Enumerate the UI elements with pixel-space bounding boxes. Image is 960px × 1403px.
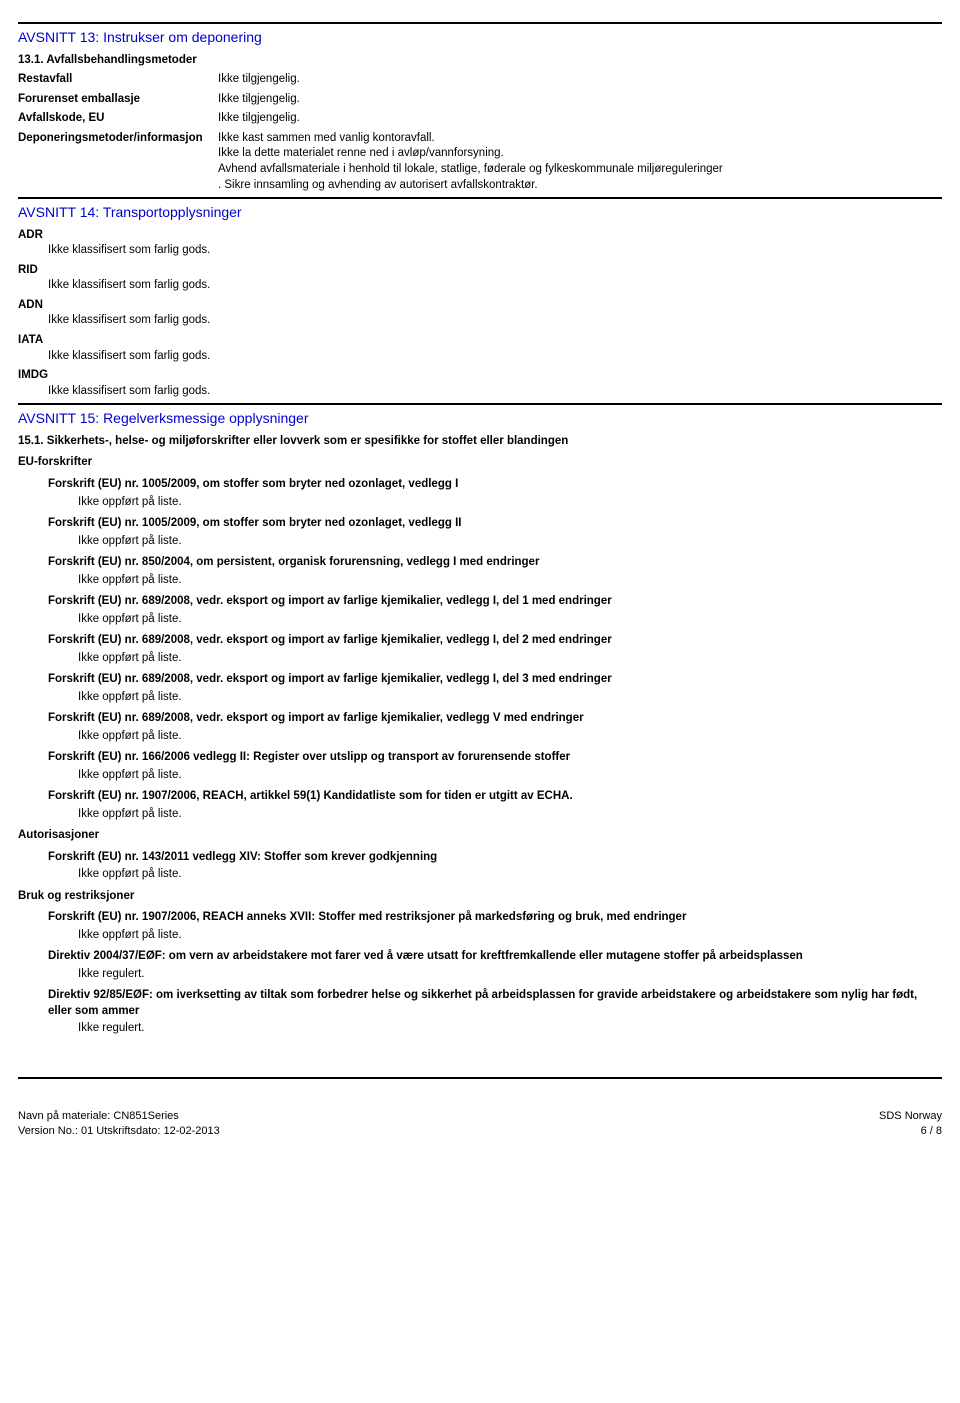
- transport-text: Ikke klassifisert som farlig gods.: [18, 243, 942, 259]
- regulation-item: Forskrift (EU) nr. 689/2008, vedr. ekspo…: [48, 594, 942, 627]
- info-value: Ikke kast sammen med vanlig kontoravfall…: [218, 131, 942, 193]
- section13-title: AVSNITT 13: Instrukser om deponering: [18, 28, 942, 47]
- section-divider: [18, 403, 942, 405]
- section13-rows: RestavfallIkke tilgjengelig.Forurenset e…: [18, 72, 942, 193]
- transport-item: ADRIkke klassifisert som farlig gods.: [18, 228, 942, 259]
- restrict-items: Forskrift (EU) nr. 1907/2006, REACH anne…: [18, 910, 942, 1037]
- regulation-status: Ikke regulert.: [78, 967, 942, 983]
- transport-item: IATAIkke klassifisert som farlig gods.: [18, 333, 942, 364]
- regulation-item: Forskrift (EU) nr. 166/2006 vedlegg II: …: [48, 750, 942, 783]
- footer-divider: [18, 1077, 942, 1079]
- section-divider: [18, 197, 942, 199]
- section14-title: AVSNITT 14: Transportopplysninger: [18, 203, 942, 222]
- regulation-title: Direktiv 92/85/EØF: om iverksetting av t…: [48, 988, 942, 1019]
- section13-sub: 13.1. Avfallsbehandlingsmetoder: [18, 53, 942, 69]
- autorisasjoner-label: Autorisasjoner: [18, 828, 942, 844]
- regulation-item: Forskrift (EU) nr. 1907/2006, REACH anne…: [48, 910, 942, 943]
- info-row: Avfallskode, EUIkke tilgjengelig.: [18, 111, 942, 127]
- regulation-title: Forskrift (EU) nr. 1907/2006, REACH anne…: [48, 910, 942, 926]
- regulation-status: Ikke oppført på liste.: [78, 807, 942, 823]
- regulation-status: Ikke oppført på liste.: [78, 495, 942, 511]
- info-label: Forurenset emballasje: [18, 92, 218, 108]
- transport-code: IATA: [18, 333, 942, 349]
- section-divider: [18, 22, 942, 24]
- eu-forskrifter-label: EU-forskrifter: [18, 455, 942, 471]
- regulation-title: Forskrift (EU) nr. 689/2008, vedr. ekspo…: [48, 594, 942, 610]
- info-label: Deponeringsmetoder/informasjon: [18, 131, 218, 193]
- regulation-title: Forskrift (EU) nr. 1005/2009, om stoffer…: [48, 477, 942, 493]
- transport-text: Ikke klassifisert som farlig gods.: [18, 384, 942, 400]
- regulation-item: Forskrift (EU) nr. 689/2008, vedr. ekspo…: [48, 633, 942, 666]
- regulation-status: Ikke oppført på liste.: [78, 612, 942, 628]
- regulation-status: Ikke regulert.: [78, 1021, 942, 1037]
- footer-material: Navn på materiale: CN851Series: [18, 1109, 220, 1124]
- transport-code: RID: [18, 263, 942, 279]
- section15-sub: 15.1. Sikkerhets-, helse- og miljøforskr…: [18, 434, 942, 450]
- transport-code: IMDG: [18, 368, 942, 384]
- transport-item: IMDGIkke klassifisert som farlig gods.: [18, 368, 942, 399]
- regulation-item: Forskrift (EU) nr. 1005/2009, om stoffer…: [48, 477, 942, 510]
- regulation-item: Direktiv 92/85/EØF: om iverksetting av t…: [48, 988, 942, 1037]
- regulation-status: Ikke oppført på liste.: [78, 867, 942, 883]
- regulation-status: Ikke oppført på liste.: [78, 928, 942, 944]
- regulation-title: Forskrift (EU) nr. 1907/2006, REACH, art…: [48, 789, 942, 805]
- regulation-item: Forskrift (EU) nr. 850/2004, om persiste…: [48, 555, 942, 588]
- transport-item: ADNIkke klassifisert som farlig gods.: [18, 298, 942, 329]
- regulation-title: Direktiv 2004/37/EØF: om vern av arbeids…: [48, 949, 942, 965]
- transport-text: Ikke klassifisert som farlig gods.: [18, 278, 942, 294]
- info-row: Deponeringsmetoder/informasjonIkke kast …: [18, 131, 942, 193]
- regulation-title: Forskrift (EU) nr. 850/2004, om persiste…: [48, 555, 942, 571]
- regulation-item: Forskrift (EU) nr. 1907/2006, REACH, art…: [48, 789, 942, 822]
- footer-right1: SDS Norway: [879, 1109, 942, 1124]
- regulation-status: Ikke oppført på liste.: [78, 651, 942, 667]
- footer-version: Version No.: 01 Utskriftsdato: 12-02-201…: [18, 1124, 220, 1139]
- regulation-item: Forskrift (EU) nr. 689/2008, vedr. ekspo…: [48, 711, 942, 744]
- section15-title: AVSNITT 15: Regelverksmessige opplysning…: [18, 409, 942, 428]
- regulation-title: Forskrift (EU) nr. 1005/2009, om stoffer…: [48, 516, 942, 532]
- regulation-title: Forskrift (EU) nr. 689/2008, vedr. ekspo…: [48, 633, 942, 649]
- regulation-item: Forskrift (EU) nr. 689/2008, vedr. ekspo…: [48, 672, 942, 705]
- regulation-item: Forskrift (EU) nr. 1005/2009, om stoffer…: [48, 516, 942, 549]
- transport-code: ADR: [18, 228, 942, 244]
- section14-items: ADRIkke klassifisert som farlig gods.RID…: [18, 228, 942, 399]
- regulation-status: Ikke oppført på liste.: [78, 690, 942, 706]
- regulation-title: Forskrift (EU) nr. 166/2006 vedlegg II: …: [48, 750, 942, 766]
- info-label: Avfallskode, EU: [18, 111, 218, 127]
- regulation-status: Ikke oppført på liste.: [78, 729, 942, 745]
- auth-items: Forskrift (EU) nr. 143/2011 vedlegg XIV:…: [18, 850, 942, 883]
- regulation-status: Ikke oppført på liste.: [78, 573, 942, 589]
- eu-items: Forskrift (EU) nr. 1005/2009, om stoffer…: [18, 477, 942, 822]
- regulation-status: Ikke oppført på liste.: [78, 534, 942, 550]
- regulation-item: Direktiv 2004/37/EØF: om vern av arbeids…: [48, 949, 942, 982]
- transport-code: ADN: [18, 298, 942, 314]
- regulation-title: Forskrift (EU) nr. 143/2011 vedlegg XIV:…: [48, 850, 942, 866]
- regulation-title: Forskrift (EU) nr. 689/2008, vedr. ekspo…: [48, 672, 942, 688]
- info-row: RestavfallIkke tilgjengelig.: [18, 72, 942, 88]
- footer-right2: 6 / 8: [879, 1124, 942, 1139]
- info-value: Ikke tilgjengelig.: [218, 92, 942, 108]
- regulation-status: Ikke oppført på liste.: [78, 768, 942, 784]
- transport-item: RIDIkke klassifisert som farlig gods.: [18, 263, 942, 294]
- transport-text: Ikke klassifisert som farlig gods.: [18, 349, 942, 365]
- transport-text: Ikke klassifisert som farlig gods.: [18, 313, 942, 329]
- page-footer: Navn på materiale: CN851Series Version N…: [18, 1109, 942, 1139]
- info-label: Restavfall: [18, 72, 218, 88]
- info-value: Ikke tilgjengelig.: [218, 72, 942, 88]
- info-value: Ikke tilgjengelig.: [218, 111, 942, 127]
- regulation-title: Forskrift (EU) nr. 689/2008, vedr. ekspo…: [48, 711, 942, 727]
- info-row: Forurenset emballasjeIkke tilgjengelig.: [18, 92, 942, 108]
- restriksjoner-label: Bruk og restriksjoner: [18, 889, 942, 905]
- regulation-item: Forskrift (EU) nr. 143/2011 vedlegg XIV:…: [48, 850, 942, 883]
